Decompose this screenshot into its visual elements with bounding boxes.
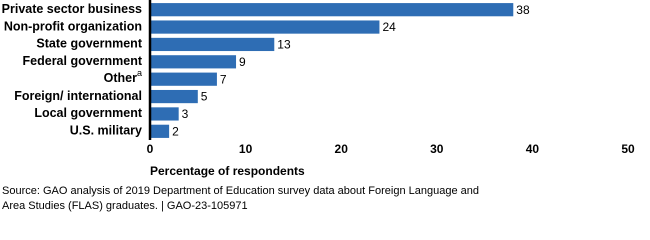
x-axis-title: Percentage of respondents bbox=[150, 164, 305, 178]
footnote-mark: a bbox=[137, 69, 142, 79]
category-label: Othera bbox=[104, 69, 142, 86]
category-label: Non-profit organization bbox=[4, 19, 142, 33]
source-line: Area Studies (FLAS) graduates. | GAO-23-… bbox=[2, 200, 248, 212]
x-tick-label: 50 bbox=[621, 142, 635, 156]
value-label: 9 bbox=[239, 55, 246, 69]
category-label: Federal government bbox=[23, 54, 143, 68]
bar bbox=[150, 107, 179, 121]
category-label: Local government bbox=[34, 106, 142, 120]
bar bbox=[150, 124, 170, 138]
bar bbox=[150, 20, 380, 34]
x-tick-label: 20 bbox=[335, 142, 349, 156]
bar bbox=[150, 89, 198, 104]
value-label: 2 bbox=[172, 124, 179, 138]
category-label: State government bbox=[36, 37, 142, 51]
bar bbox=[150, 55, 237, 69]
bar bbox=[150, 37, 275, 52]
x-tick-label: 10 bbox=[239, 142, 253, 156]
value-label: 3 bbox=[182, 107, 189, 121]
value-label: 13 bbox=[277, 38, 291, 52]
category-label: U.S. military bbox=[70, 124, 142, 138]
x-tick-label: 30 bbox=[430, 142, 444, 156]
x-tick-label: 40 bbox=[526, 142, 540, 156]
category-label: Foreign/ international bbox=[14, 89, 142, 103]
bar bbox=[150, 72, 217, 86]
value-label: 38 bbox=[516, 3, 530, 17]
category-label: Private sector business bbox=[2, 2, 142, 16]
chart: Percentage of respondents Source: GAO an… bbox=[2, 0, 635, 212]
x-tick-label: 0 bbox=[147, 142, 154, 156]
category-text: Other bbox=[104, 71, 137, 85]
value-label: 5 bbox=[201, 90, 208, 104]
value-label: 24 bbox=[382, 20, 396, 34]
value-label: 7 bbox=[220, 72, 227, 86]
source-line: Source: GAO analysis of 2019 Department … bbox=[2, 185, 479, 197]
bar bbox=[150, 3, 514, 17]
